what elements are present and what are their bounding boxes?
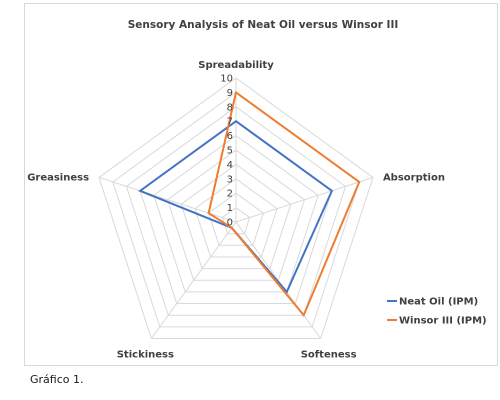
axis-spoke [150,221,237,339]
axis-spoke [98,177,237,223]
tick-label: 10 [220,74,233,85]
tick-label: 8 [227,102,233,113]
radar-chart: Sensory Analysis of Neat Oil versus Wins… [27,19,487,360]
series-line [207,90,361,318]
axis-label: Absorption [383,173,445,184]
figure-caption: Gráfico 1. [30,373,84,386]
axis-label: Stickiness [117,349,174,360]
axis-label: Spreadability [198,60,274,71]
radar-series [138,90,361,318]
legend-label: Winsor III (IPM) [399,316,487,327]
grid-ring [194,178,278,258]
axis-labels: Spreadability Absorption Softeness Stickine… [27,60,445,360]
radar-grid [98,77,374,339]
tick-label: 4 [227,160,233,171]
grid-ring [98,77,374,339]
tick-label: 2 [227,189,233,200]
tick-label: 5 [227,146,233,157]
grid-ring [166,149,306,281]
tick-label: 6 [227,131,233,142]
axis-label: Greasiness [27,173,89,184]
axis-spoke [235,177,374,223]
tick-label: 7 [227,117,233,128]
axis-label: Softeness [301,349,357,360]
legend: Neat Oil (IPM) Winsor III (IPM) [387,297,487,327]
tick-label: 0 [227,218,233,229]
legend-label: Neat Oil (IPM) [399,297,478,308]
tick-label: 1 [227,203,233,214]
tick-label: 9 [227,88,233,99]
axis-spoke [235,221,322,339]
grid-ring [153,134,319,293]
chart-title: Sensory Analysis of Neat Oil versus Wins… [128,19,399,31]
grid-ring [208,192,264,246]
tick-label: 3 [227,174,233,185]
grid-ring [125,106,347,316]
chart-frame: Sensory Analysis of Neat Oil versus Wins… [24,3,498,366]
grid-ring [180,163,292,270]
radar-ticks: 0 1 2 3 4 5 6 7 8 9 10 [220,74,233,229]
